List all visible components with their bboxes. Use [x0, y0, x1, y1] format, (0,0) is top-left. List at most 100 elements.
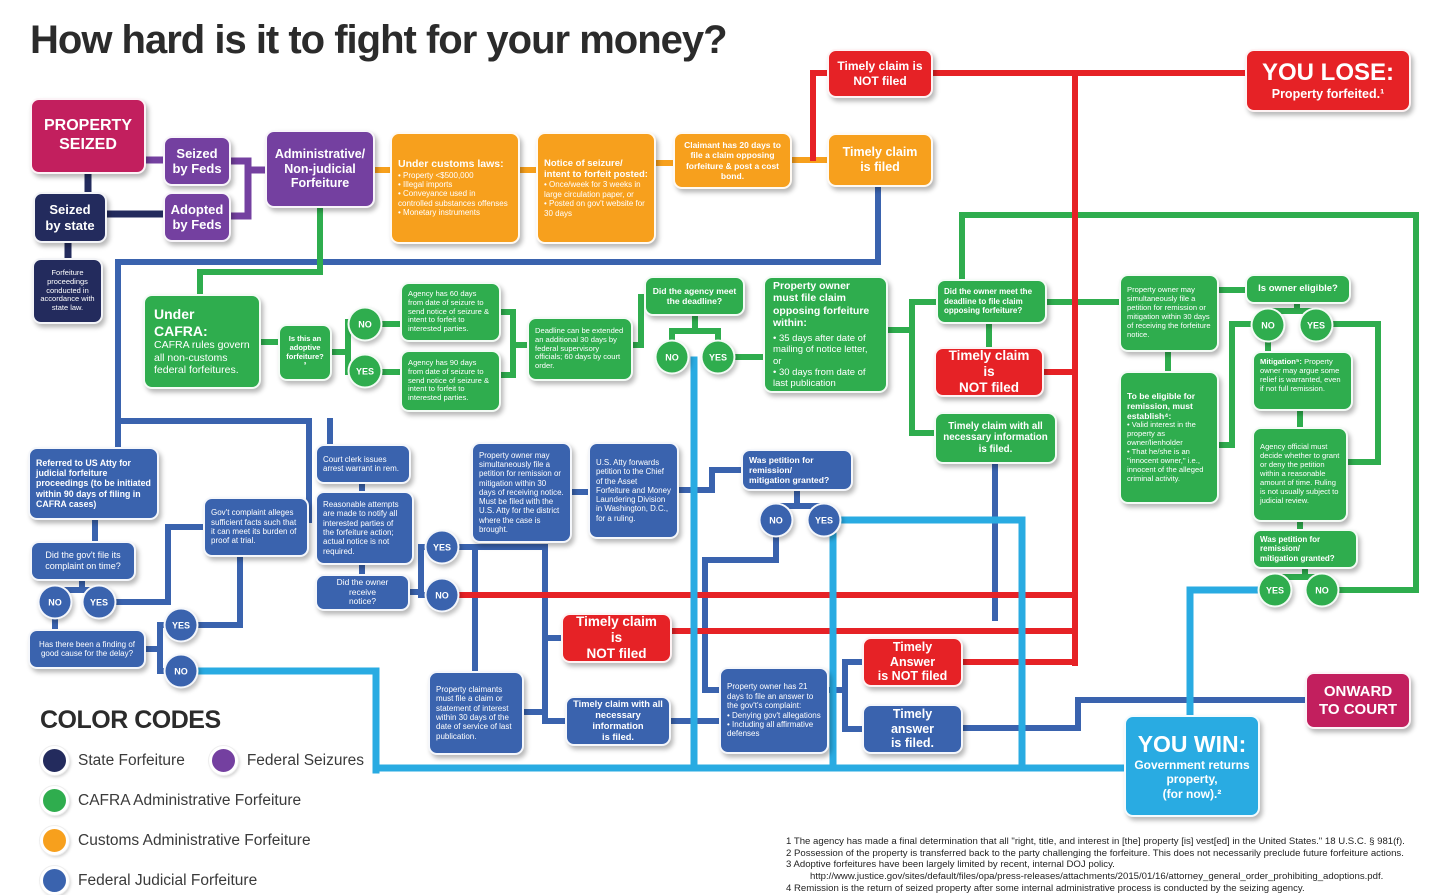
node-title: Mitigation⁵:	[1260, 357, 1302, 366]
decision-label: NO	[48, 597, 62, 607]
node-body: • Once/week for 3 weeks in large circula…	[544, 180, 645, 218]
node-onward-court: ONWARD TO COURT	[1305, 672, 1411, 729]
node-govt-file-on-time: Did the gov't file its complaint on time…	[30, 541, 136, 581]
decision-label: YES	[89, 597, 108, 607]
node-claimant-20-days: Claimant has 20 days to file a claim opp…	[673, 132, 792, 189]
decision-label: NO	[769, 515, 783, 525]
federal-seizures-swatch	[208, 746, 238, 775]
node-agency-60-days: Agency has 60 days from date of seizure …	[400, 282, 501, 342]
node-label: Court clerk issues arrest warrant in rem…	[323, 454, 400, 473]
node-body: • 35 days after date of mailing of notic…	[773, 333, 868, 390]
node-you-lose: YOU LOSE: Property forfeited.¹	[1245, 49, 1411, 112]
node-agency-official: Agency official must decide whether to g…	[1252, 427, 1348, 522]
node-owner-petition-blue: Property owner may simultaneously file a…	[471, 442, 572, 543]
node-label: Timely claim with all necessary informat…	[573, 699, 663, 742]
decision-label: YES	[814, 515, 833, 525]
node-timely-claim-filed-bottom: Timely claim with all necessary informat…	[565, 696, 671, 746]
footnote-3: 3 Adoptive forfeitures have been largely…	[786, 859, 1115, 871]
node-label: Reasonable attempts are made to notify a…	[323, 499, 399, 556]
node-notice-seizure: Notice of seizure/ intent to forfeit pos…	[536, 132, 656, 244]
node-remission-eligible: To be eligible for remission, must estab…	[1119, 371, 1219, 504]
node-label: Has there been a finding of good cause f…	[38, 639, 136, 658]
legend-label: Federal Judicial Forfeiture	[78, 871, 258, 889]
decision-label: YES	[171, 620, 190, 630]
footnote-1: 1 The agency has made a final determinat…	[786, 836, 1405, 847]
customs-swatch	[40, 826, 69, 855]
node-reasonable-attempts: Reasonable attempts are made to notify a…	[315, 491, 414, 565]
node-mitigation: Mitigation⁵: Property owner may argue so…	[1252, 351, 1353, 411]
decision-no: NO	[424, 577, 460, 613]
decision-yes: YES	[347, 353, 383, 389]
node-petition-granted-green: Was petition for remission/ mitigation g…	[1252, 529, 1358, 569]
node-label: Property owner may simultaneously file a…	[479, 450, 564, 535]
node-under-customs: Under customs laws: • Property <$500,000 …	[390, 132, 520, 244]
node-label: Referred to US Atty for judicial forfeit…	[36, 457, 151, 510]
node-label: Property owner may simultaneously file a…	[1127, 285, 1211, 339]
node-referred-us-atty: Referred to US Atty for judicial forfeit…	[28, 447, 159, 520]
footnote-3-url: http://www.justice.gov/sites/default/fil…	[810, 871, 1384, 883]
node-label: Property claimants must file a claim or …	[436, 684, 512, 741]
node-label: Was petition for remission/ mitigation g…	[749, 454, 830, 486]
node-label: Was petition for remission/ mitigation g…	[1260, 534, 1335, 563]
node-govt-complaint: Gov't complaint alleges sufficient facts…	[203, 497, 309, 557]
node-owner-must-file: Property owner must file claim opposing …	[763, 276, 888, 393]
decision-no: NO	[163, 653, 199, 689]
legend-row: Federal Judicial Forfeiture	[40, 866, 388, 895]
node-body: Property forfeited.¹	[1271, 87, 1385, 102]
node-agency-90-days: Agency has 90 days from date of seizure …	[400, 350, 501, 412]
node-label: ONWARD TO COURT	[1318, 682, 1398, 718]
node-label: Agency has 60 days from date of seizure …	[408, 288, 490, 334]
node-label: Did the owner meet the deadline to file …	[944, 287, 1033, 316]
legend-row: CAFRA Administrative Forfeiture	[40, 786, 388, 815]
node-petition-granted-blue: Was petition for remission/ mitigation g…	[741, 449, 853, 491]
decision-yes: YES	[81, 584, 117, 620]
legend-label: Federal Seizures	[246, 751, 364, 769]
decision-yes: YES	[1257, 572, 1293, 608]
node-timely-answer-filed: Timely answer is filed.	[862, 704, 963, 754]
decision-no: NO	[1250, 307, 1286, 343]
decision-label: YES	[355, 366, 374, 376]
node-under-cafra: Under CAFRA: CAFRA rules govern all non-c…	[143, 294, 261, 389]
node-admin-forfeiture: Administrative/ Non-judicial Forfeiture	[265, 130, 375, 208]
node-finding-good-cause: Has there been a finding of good cause f…	[28, 629, 146, 669]
node-label: U.S. Atty forwards petition to the Chief…	[596, 457, 671, 523]
node-body: CAFRA rules govern all non-customs feder…	[154, 339, 250, 377]
node-label: Forfeiture proceedings conducted in acco…	[40, 267, 95, 313]
node-label: Administrative/ Non-judicial Forfeiture	[274, 146, 366, 191]
node-label: Agency has 90 days from date of seizure …	[408, 357, 490, 403]
node-state-law: Forfeiture proceedings conducted in acco…	[32, 258, 103, 324]
customs-connectors	[370, 157, 832, 173]
legend-label: State Forfeiture	[78, 751, 185, 769]
legend-row: Customs Administrative Forfeiture	[40, 826, 388, 855]
decision-no: NO	[1304, 572, 1340, 608]
decision-no: NO	[654, 339, 690, 375]
node-label: Did the agency meet the deadline?	[652, 285, 737, 306]
node-label: Did the gov't file its complaint on time…	[45, 550, 121, 571]
cafra-swatch	[40, 786, 69, 815]
node-title: To be eligible for remission, must estab…	[1127, 390, 1196, 422]
node-adoptive-question: Is this an adoptive forfeiture?³	[278, 324, 332, 381]
footnote-4: 4 Remission is the return of seized prop…	[786, 882, 1305, 894]
decision-label: NO	[1261, 320, 1275, 330]
node-timely-claim-filed-top: Timely claim is filed	[827, 133, 933, 187]
decision-label: NO	[358, 319, 372, 329]
node-owner-21-days: Property owner has 21 days to file an an…	[719, 667, 829, 754]
decision-no: NO	[37, 584, 73, 620]
node-label: Timely Answer is NOT filed	[877, 639, 948, 684]
state-forfeiture-swatch	[40, 746, 69, 775]
node-adopted-by-feds: Adopted by Feds	[163, 192, 231, 242]
decision-label: NO	[435, 590, 449, 600]
node-label: Timely claim is NOT filed	[576, 614, 657, 661]
decision-yes: YES	[424, 529, 460, 565]
node-owner-receive-notice: Did the owner receive notice?	[315, 574, 410, 611]
decision-label: YES	[708, 352, 727, 362]
node-body: • Valid interest in the property as owne…	[1127, 420, 1204, 484]
node-property-claimants: Property claimants must file a claim or …	[428, 671, 524, 755]
win-connectors	[192, 356, 1265, 774]
node-title: Under CAFRA:	[154, 306, 208, 339]
legend-label: Customs Administrative Forfeiture	[78, 831, 311, 849]
decision-yes: YES	[1298, 307, 1334, 343]
decision-no: NO	[758, 502, 794, 538]
decision-label: YES	[1306, 320, 1325, 330]
